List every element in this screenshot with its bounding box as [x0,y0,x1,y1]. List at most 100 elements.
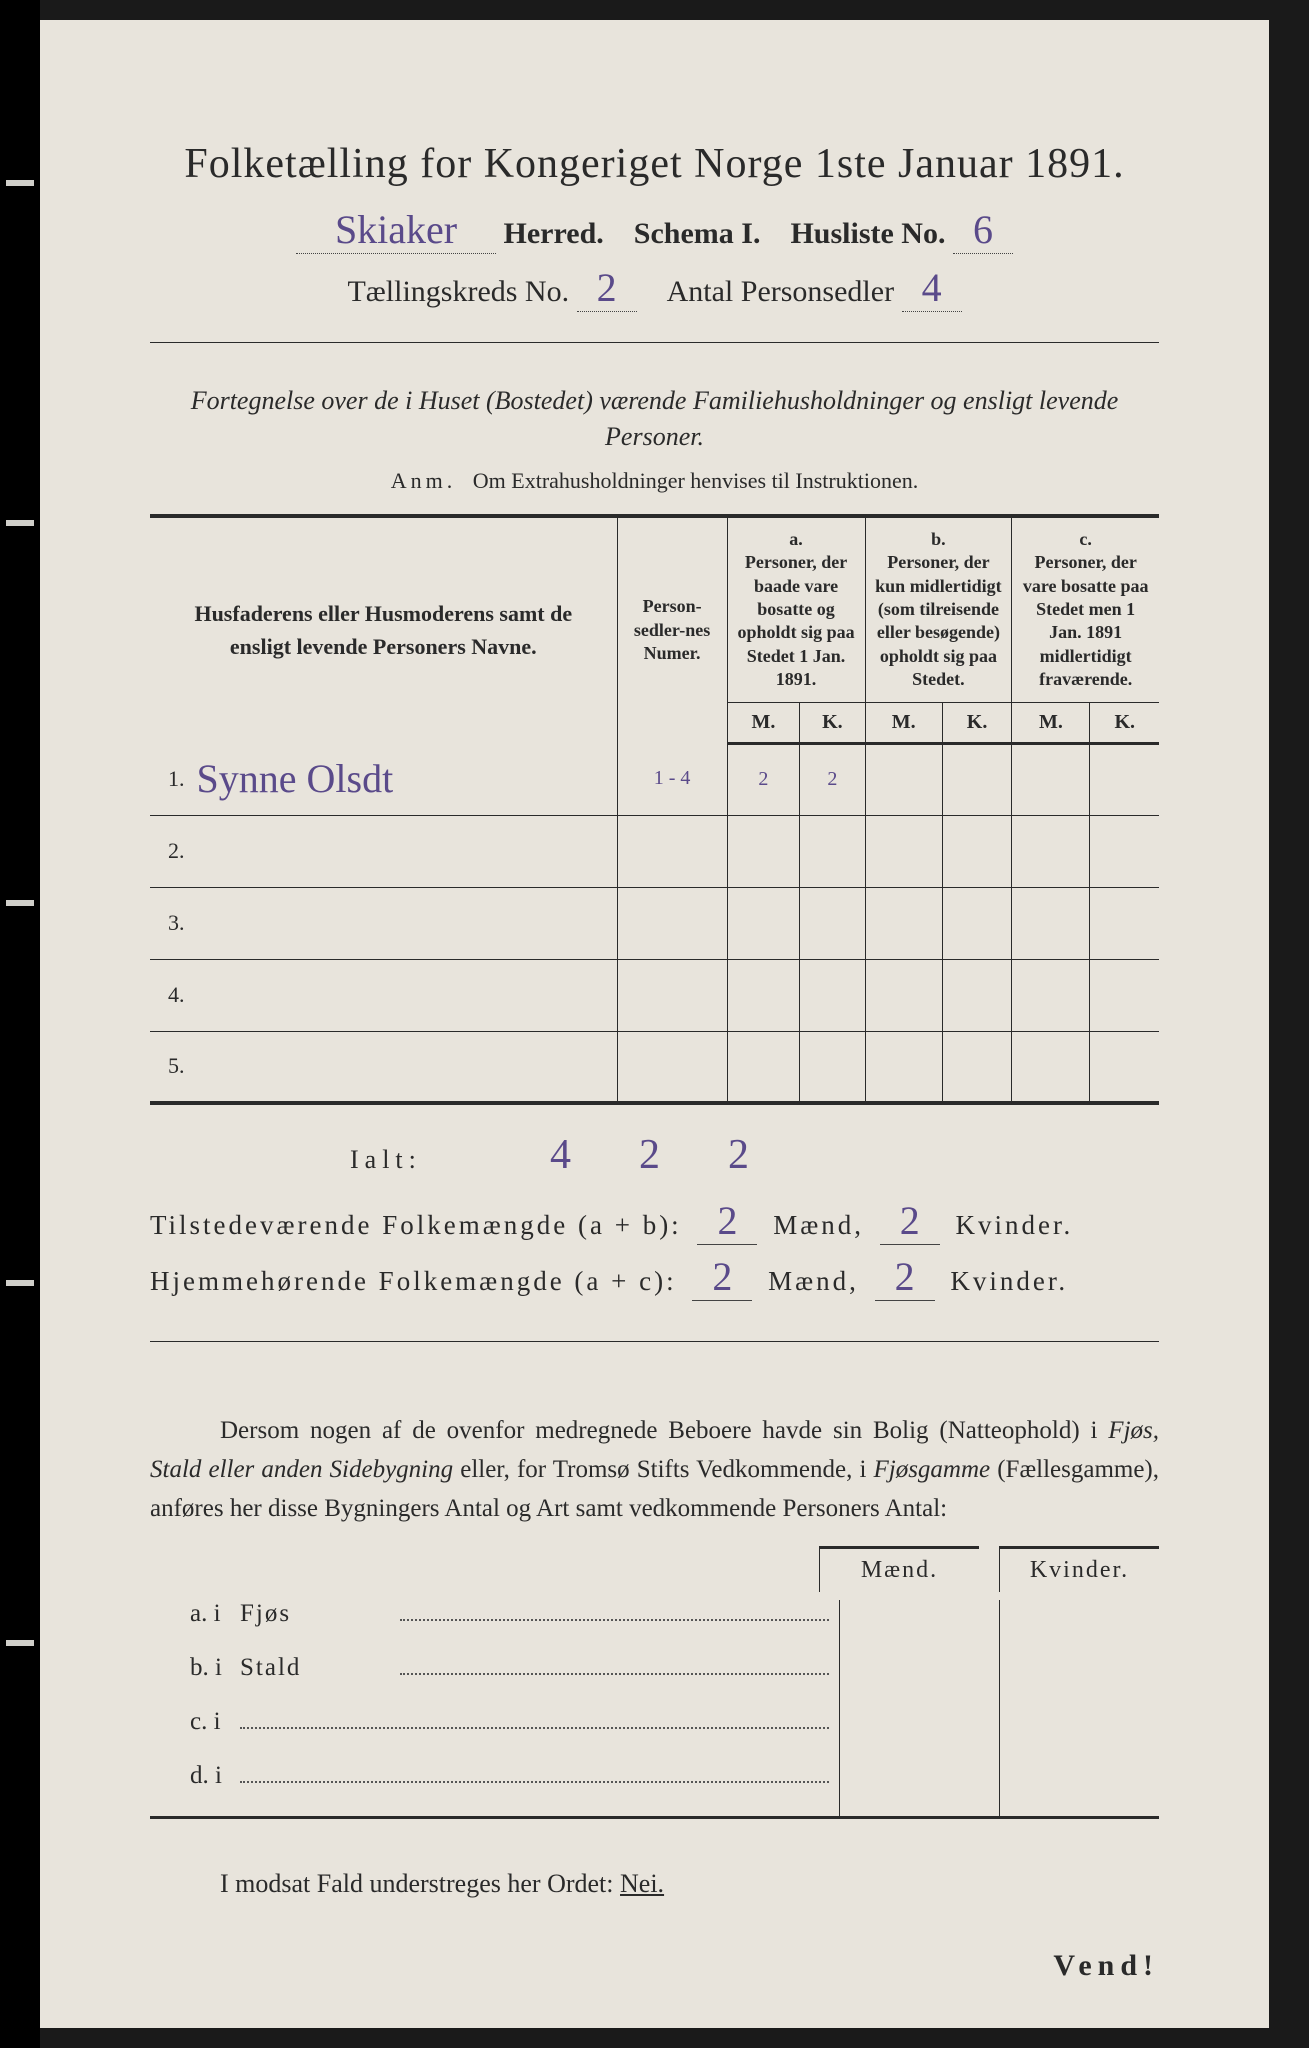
group-b-tag: b. [872,528,1006,551]
row-a-m [727,1031,800,1103]
dwell-dots [400,1657,829,1675]
dwell-maend-col [839,1600,999,1816]
dwell-dots [400,1603,829,1621]
row-a-k [800,815,865,887]
dwell-mk-cols [839,1600,1159,1816]
row-a-m [727,887,800,959]
husliste-no: 6 [953,206,1013,254]
table-row: 5. [150,1031,1159,1103]
table-row: 3. [150,887,1159,959]
home-label: Hjemmehørende Folkemængde (a + c): [150,1266,677,1296]
dwell-row: a. i Fjøs [150,1600,839,1654]
footer-line: I modsat Fald understreges her Ordet: Ne… [150,1869,1159,1899]
dwell-dots [240,1765,829,1783]
row-num: 1. [150,743,193,815]
dwell-type: Stald [240,1654,400,1682]
dwell-dots [240,1711,829,1729]
row-c-k [1090,887,1159,959]
group-a-header: a. Personer, der baade vare bosatte og o… [727,516,865,702]
row-c-m [1012,743,1090,815]
present-maend: 2 [697,1197,757,1245]
row-name [193,959,618,1031]
row-num: 3. [150,887,193,959]
dwell-lab: d. i [150,1762,240,1790]
row-b-k [942,815,1012,887]
group-c-header: c. Personer, der vare bosatte paa Stedet… [1012,516,1159,702]
dwelling-paragraph: Dersom nogen af de ovenfor medregnede Be… [150,1412,1159,1528]
dwell-kvinder-header: Kvinder. [999,1546,1159,1592]
divider [150,1341,1159,1342]
row-b-m [865,815,942,887]
row-c-k [1090,743,1159,815]
para-it2: Fjøsgamme [873,1456,990,1483]
row-a-k [800,1031,865,1103]
group-c-text: Personer, der vare bosatte paa Stedet me… [1018,551,1153,691]
group-c-tag: c. [1018,528,1153,551]
totals-block: Ialt: 4 2 2 Tilstedeværende Folkemængde … [150,1131,1159,1301]
present-kvinder-lbl: Kvinder. [955,1210,1073,1240]
row-c-k [1090,815,1159,887]
table-row: 1. Synne Olsdt 1 - 4 2 2 [150,743,1159,815]
col-names-text: Husfaderens eller Husmoderens samt de en… [194,601,572,659]
footer-text: I modsat Fald understreges her Ordet: [220,1869,620,1898]
dwell-maend-header: Mænd. [819,1546,979,1592]
col-numer-header: Person-sedler-nes Numer. [617,516,727,743]
ialt-values: 4 2 2 [510,1131,749,1179]
b-k-header: K. [942,702,1012,743]
row-a-m [727,959,800,1031]
group-a-text: Personer, der baade vare bosatte og opho… [734,551,859,691]
row-c-m [1012,1031,1090,1103]
row-c-m [1012,887,1090,959]
household-table: Husfaderens eller Husmoderens samt de en… [150,514,1159,1105]
row-b-k [942,887,1012,959]
present-label: Tilstedeværende Folkemængde (a + b): [150,1210,682,1240]
dwell-lab: b. i [150,1654,240,1682]
herred-handwritten: Skiaker [296,206,496,254]
row-numer: 1 - 4 [617,743,727,815]
row-a-k: 2 [800,743,865,815]
kreds-no: 2 [577,264,637,312]
anm-text: Om Extrahusholdninger henvises til Instr… [473,468,918,493]
kreds-line: Tællingskreds No. 2 Antal Personsedler 4 [150,264,1159,312]
dwell-lab: a. i [150,1600,240,1628]
ialt-row: Ialt: 4 2 2 [150,1131,1159,1179]
dwell-row: c. i [150,1708,839,1762]
b-m-header: M. [865,702,942,743]
table-row: 2. [150,815,1159,887]
col-names-header: Husfaderens eller Husmoderens samt de en… [150,516,617,743]
herred-label: Herred. [504,217,604,250]
row-name [193,887,618,959]
row-numer [617,887,727,959]
dwell-row: d. i [150,1762,839,1816]
dwell-row: b. i Stald [150,1654,839,1708]
row-num: 4. [150,959,193,1031]
row-b-m [865,1031,942,1103]
home-kvinder: 2 [875,1253,935,1301]
dwell-lab: c. i [150,1708,240,1736]
row-num: 2. [150,815,193,887]
main-title: Folketælling for Kongeriget Norge 1ste J… [150,140,1159,188]
row-b-k [942,743,1012,815]
group-a-tag: a. [734,528,859,551]
para-p1: Dersom nogen af de ovenfor medregnede Be… [220,1417,1108,1444]
row-name: Synne Olsdt [193,743,618,815]
a-k-header: K. [800,702,865,743]
ialt-numer: 4 [550,1131,571,1179]
antal-no: 4 [902,264,962,312]
present-maend-lbl: Mænd, [773,1210,864,1240]
row-numer [617,1031,727,1103]
row-c-m [1012,815,1090,887]
row-a-k [800,887,865,959]
row-b-k [942,1031,1012,1103]
row-numer [617,959,727,1031]
present-line: Tilstedeværende Folkemængde (a + b): 2 M… [150,1197,1159,1245]
strip-mark [6,520,34,526]
home-maend-lbl: Mænd, [768,1266,859,1296]
row-num: 5. [150,1031,193,1103]
row-numer [617,815,727,887]
row-a-m [727,815,800,887]
home-maend: 2 [692,1253,752,1301]
row-b-m [865,887,942,959]
dwell-type: Fjøs [240,1600,400,1628]
table-row: 4. [150,959,1159,1031]
